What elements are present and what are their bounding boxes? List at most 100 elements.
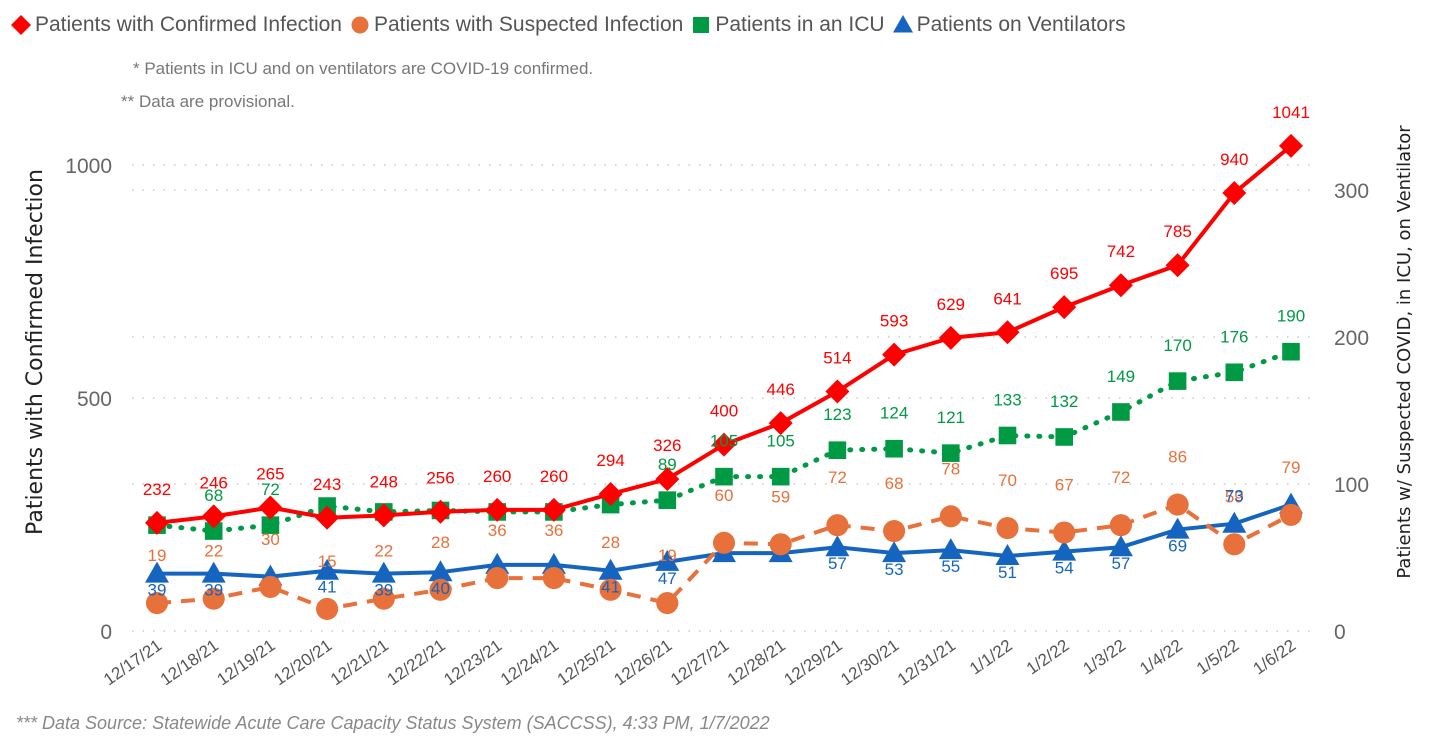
- data-point: [541, 497, 566, 522]
- data-point: [768, 411, 793, 436]
- data-point: [655, 467, 680, 492]
- data-label: 36: [544, 521, 563, 540]
- data-point: [1108, 273, 1133, 298]
- data-point: [942, 444, 960, 462]
- right-tick-label: 100: [1334, 474, 1369, 497]
- data-point: [656, 592, 679, 615]
- data-point: [371, 561, 396, 583]
- data-label: 47: [658, 569, 677, 588]
- legend-marker-circle: [351, 16, 369, 34]
- x-tick-label: 12/25/21: [554, 636, 619, 690]
- right-tick-label: 300: [1334, 180, 1369, 203]
- square-icon: [693, 17, 710, 33]
- data-label: 260: [540, 467, 568, 486]
- series-layer: [145, 133, 1303, 620]
- x-tick-label: 12/18/21: [157, 636, 222, 690]
- data-label: 72: [828, 468, 847, 487]
- data-label: 72: [1111, 468, 1130, 487]
- series-line: [156, 144, 1293, 525]
- data-point: [259, 575, 282, 598]
- series-patients-with-confirmed-infection: [145, 133, 1303, 535]
- data-point: [1282, 342, 1300, 361]
- chart-legend: Patients with Confirmed Infection Patient…: [10, 10, 1133, 40]
- right-tick-label: 200: [1334, 327, 1369, 350]
- data-label: 1041: [1272, 103, 1310, 122]
- data-label: 105: [710, 432, 738, 451]
- data-label: 40: [431, 579, 450, 598]
- data-point: [882, 342, 907, 367]
- series-patients-with-suspected-infection: [145, 493, 1303, 620]
- right-axis-label: Patients w/ Suspected COVID, in ICU, on …: [1394, 125, 1415, 579]
- data-point: [995, 544, 1020, 566]
- legend-item: Patients on Ventilators: [892, 13, 1126, 37]
- data-label: 326: [653, 436, 681, 455]
- data-label: 59: [771, 487, 790, 506]
- data-point: [996, 517, 1019, 540]
- data-point: [598, 481, 623, 506]
- data-label: 60: [715, 486, 734, 505]
- data-point: [1168, 372, 1187, 390]
- data-point: [882, 541, 907, 563]
- data-label: 28: [601, 533, 620, 552]
- data-label: 593: [880, 312, 908, 331]
- data-label: 39: [374, 581, 393, 600]
- note-provisional: ** Data are provisional.: [121, 92, 295, 111]
- x-tick-label: 12/21/21: [327, 636, 392, 690]
- data-source-footer: *** Data Source: Statewide Acute Care Ca…: [16, 713, 770, 733]
- data-label: 22: [374, 542, 393, 561]
- data-label: 629: [937, 295, 965, 314]
- data-label: 149: [1107, 367, 1135, 386]
- data-point: [541, 552, 566, 574]
- data-label: 176: [1220, 327, 1248, 346]
- data-point: [485, 497, 510, 522]
- data-label: 19: [148, 546, 167, 565]
- x-tick-label: 12/19/21: [214, 636, 279, 690]
- data-label: 28: [431, 533, 450, 552]
- left-axis-label: Patients with Confirmed Infection: [23, 169, 48, 535]
- data-point: [1223, 533, 1246, 556]
- data-point: [1222, 180, 1247, 205]
- data-label: 105: [767, 432, 795, 451]
- data-label: 246: [200, 473, 228, 492]
- data-label: 15: [318, 552, 337, 571]
- data-label: 641: [993, 289, 1021, 308]
- data-label: 265: [256, 465, 284, 484]
- x-tick-label: 1/3/22: [1080, 636, 1130, 679]
- x-tick-label: 12/23/21: [440, 636, 505, 690]
- data-point: [938, 325, 963, 350]
- data-point: [1112, 403, 1130, 421]
- right-axis-ticks: 0 100 200 300: [1334, 180, 1369, 644]
- x-tick-label: 1/1/22: [966, 636, 1016, 679]
- data-point: [428, 560, 453, 582]
- x-axis-ticks: 12/17/2112/18/2112/19/2112/20/2112/21/21…: [100, 636, 1299, 690]
- data-label: 133: [993, 390, 1021, 409]
- data-point: [485, 552, 510, 574]
- data-point: [315, 558, 340, 580]
- x-tick-label: 1/4/22: [1136, 636, 1186, 679]
- data-point: [828, 441, 847, 459]
- data-point: [1109, 514, 1132, 537]
- data-label: 121: [937, 408, 965, 427]
- x-tick-label: 12/24/21: [497, 636, 562, 690]
- data-label: 68: [885, 474, 904, 493]
- note-icu-ventilator-confirmed: * Patients in ICU and on ventilators are…: [133, 59, 594, 78]
- data-label: 39: [204, 581, 223, 600]
- x-tick-label: 12/29/21: [781, 636, 846, 690]
- data-label: 70: [998, 471, 1017, 490]
- left-tick-label: 1000: [65, 155, 112, 178]
- legend-item: Patients with Confirmed Infection: [10, 13, 342, 37]
- data-label: 232: [143, 480, 171, 499]
- data-point: [826, 514, 849, 537]
- data-label: 19: [658, 546, 677, 565]
- data-point: [1166, 493, 1189, 516]
- legend-label: Patients with Confirmed Infection: [35, 13, 342, 36]
- data-point: [429, 578, 452, 601]
- data-label: 256: [426, 469, 454, 488]
- data-point: [939, 505, 962, 528]
- data-label: 294: [596, 451, 624, 470]
- legend-label: Patients on Ventilators: [916, 13, 1126, 36]
- data-point: [658, 491, 677, 509]
- data-point: [1055, 428, 1073, 446]
- data-point: [938, 538, 963, 560]
- data-label: 446: [767, 380, 795, 399]
